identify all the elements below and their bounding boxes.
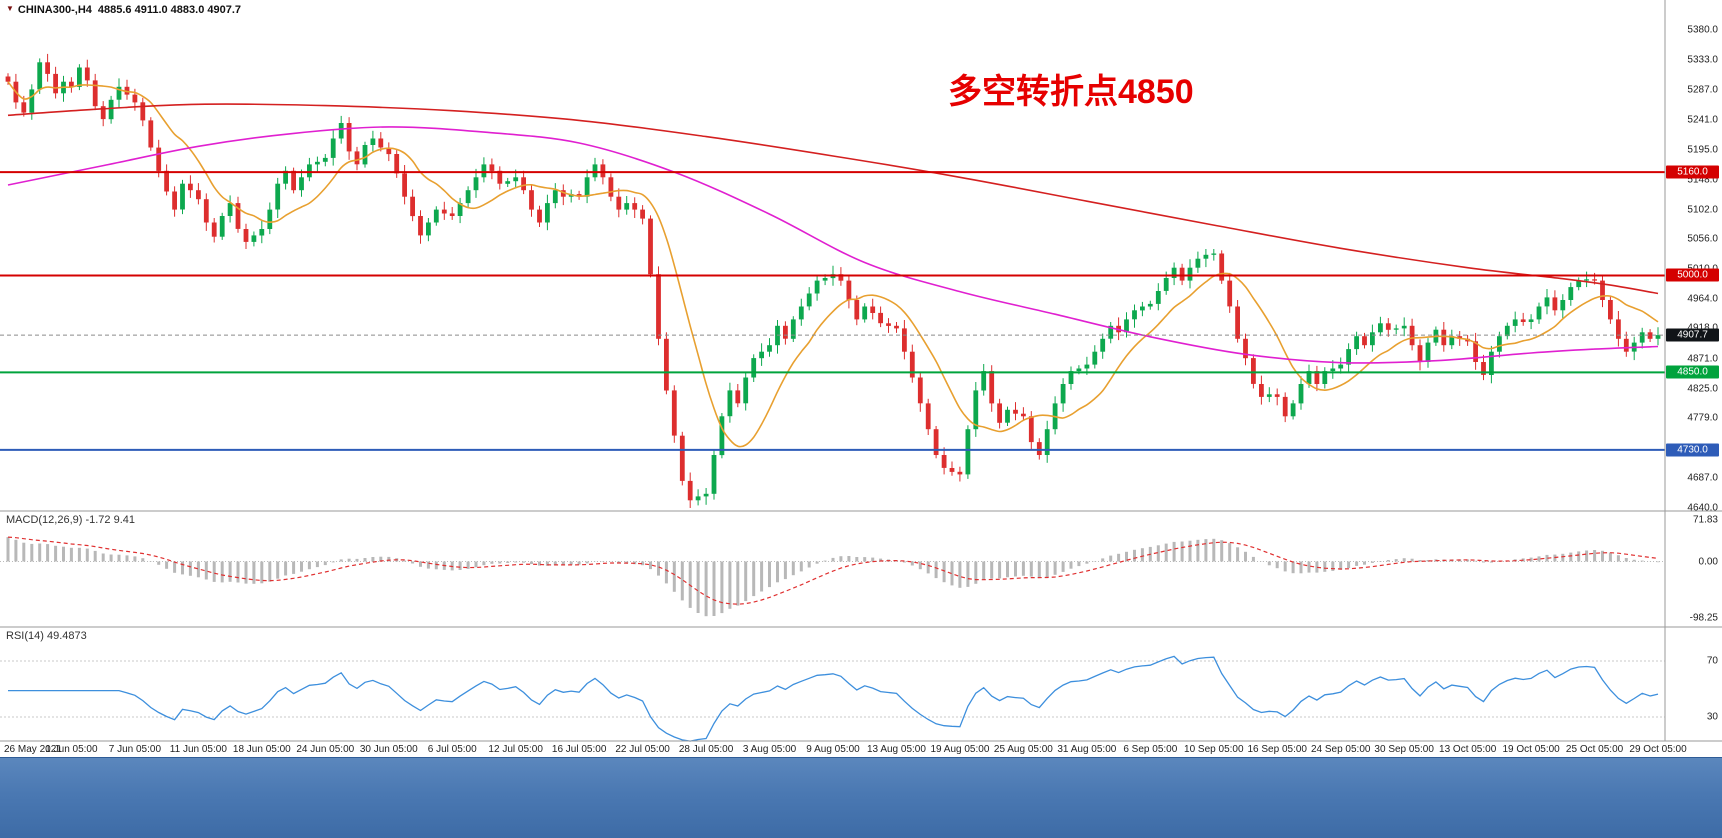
candlestick-series: [5, 53, 1661, 508]
symbol-info: ▼ CHINA300-,H4 4885.6 4911.0 4883.0 4907.7: [6, 4, 241, 16]
x-axis-label[interactable]: 10 Sep 05:00: [1184, 744, 1244, 755]
x-axis-label[interactable]: 16 Sep 05:00: [1247, 744, 1307, 755]
x-axis-label[interactable]: 28 Jul 05:00: [678, 744, 734, 755]
x-axis-label[interactable]: 11 Jun 05:00: [169, 744, 227, 755]
annotation-text: 多空转折点4850: [948, 73, 1194, 111]
ohlc-readout: 4885.6 4911.0 4883.0 4907.7: [97, 4, 242, 16]
x-axis-label[interactable]: 1 Jun 05:00: [45, 744, 98, 755]
price-axis-label[interactable]: 4779.0: [1687, 412, 1718, 424]
moving-averages: [7, 81, 1659, 448]
price-tag-5000.0: 5000.0: [1666, 268, 1719, 282]
x-axis-label[interactable]: 19 Oct 05:00: [1502, 744, 1560, 755]
x-axis-label[interactable]: 25 Oct 05:00: [1565, 744, 1624, 755]
x-axis-label[interactable]: 6 Jul 05:00: [427, 744, 477, 755]
price-axis-label[interactable]: 5241.0: [1687, 114, 1718, 126]
x-axis-label[interactable]: 13 Aug 05:00: [866, 744, 926, 755]
x-axis-label[interactable]: 12 Jul 05:00: [488, 744, 543, 755]
x-axis-label[interactable]: 24 Sep 05:00: [1310, 744, 1371, 755]
price-axis-label[interactable]: 4825.0: [1687, 383, 1718, 394]
ma-fast-orange-line: [7, 81, 1659, 448]
ma-slow-red-line: [7, 103, 1659, 295]
price-axis-label[interactable]: 5195.0: [1687, 144, 1718, 155]
macd-axis-label: 71.83: [1692, 514, 1718, 526]
x-axis-label[interactable]: 30 Jun 05:00: [359, 744, 418, 755]
price-axis-label[interactable]: 4871.0: [1687, 353, 1718, 365]
taskbar-strip: [0, 757, 1722, 838]
x-axis-label[interactable]: 3 Aug 05:00: [742, 744, 797, 755]
macd-axis-label: -98.25: [1689, 612, 1718, 624]
symbol-dropdown-icon[interactable]: ▼: [6, 4, 14, 13]
macd-signal-line: [7, 536, 1659, 605]
price-axis-label[interactable]: 5287.0: [1687, 84, 1718, 96]
macd-panel-graphics: [0, 536, 1665, 617]
x-axis-label[interactable]: 6 Sep 05:00: [1123, 744, 1178, 755]
price-tag-5160.0: 5160.0: [1666, 165, 1719, 179]
price-axis-label[interactable]: 5148.0: [1687, 174, 1718, 186]
rsi-indicator-label: RSI(14) 49.4873: [6, 630, 87, 642]
rsi-panel-graphics: [0, 655, 1665, 742]
rsi-axis-label: 70: [1706, 655, 1718, 667]
x-axis-label[interactable]: 18 Jun 05:00: [232, 744, 291, 755]
ma-mid-magenta-line: [7, 126, 1659, 364]
horizontal-lines: [0, 171, 1665, 451]
macd-indicator-label: MACD(12,26,9) -1.72 9.41: [6, 514, 136, 526]
symbol-title: CHINA300-,H4: [17, 4, 92, 16]
x-axis-label[interactable]: 16 Jul 05:00: [551, 744, 607, 755]
x-axis-label[interactable]: 9 Aug 05:00: [806, 744, 860, 755]
x-axis-label[interactable]: 19 Aug 05:00: [930, 744, 990, 755]
x-axis-label[interactable]: 31 Aug 05:00: [1057, 744, 1117, 755]
price-axis-label[interactable]: 4964.0: [1687, 293, 1718, 305]
price-axis-label[interactable]: 4918.0: [1668, 323, 1718, 334]
x-axis-label[interactable]: 13 Oct 05:00: [1439, 744, 1497, 755]
price-axis-label[interactable]: 5056.0: [1687, 233, 1718, 245]
x-axis-label[interactable]: 22 Jul 05:00: [615, 744, 670, 755]
x-axis-label[interactable]: 26 May 2021: [4, 744, 62, 755]
x-axis-label[interactable]: 30 Sep 05:00: [1374, 744, 1434, 755]
price-axis-label[interactable]: 5333.0: [1687, 54, 1718, 66]
price-tag-4850.0: 4850.0: [1666, 365, 1719, 379]
price-axis-label[interactable]: 5102.0: [1687, 204, 1718, 216]
x-axis-label[interactable]: 25 Aug 05:00: [993, 744, 1053, 755]
panel-separators: [0, 0, 1722, 742]
price-axis-label[interactable]: 4640.0: [1687, 502, 1718, 514]
x-axis-label[interactable]: 24 Jun 05:00: [296, 744, 355, 755]
price-axis-label[interactable]: 5380.0: [1687, 24, 1718, 36]
x-axis-label[interactable]: 29 Oct 05:00: [1629, 744, 1687, 755]
macd-axis-label: 0.00: [1698, 556, 1718, 567]
rsi-axis-label: 30: [1706, 711, 1718, 723]
rsi-line: [8, 655, 1659, 742]
price-axis-label[interactable]: 4687.0: [1687, 472, 1718, 484]
chart-canvas[interactable]: [0, 0, 1722, 757]
x-axis-label[interactable]: 7 Jun 05:00: [108, 744, 162, 755]
price-tag-4730.0: 4730.0: [1666, 443, 1719, 457]
current-price-tag: 4907.7: [1666, 328, 1719, 342]
